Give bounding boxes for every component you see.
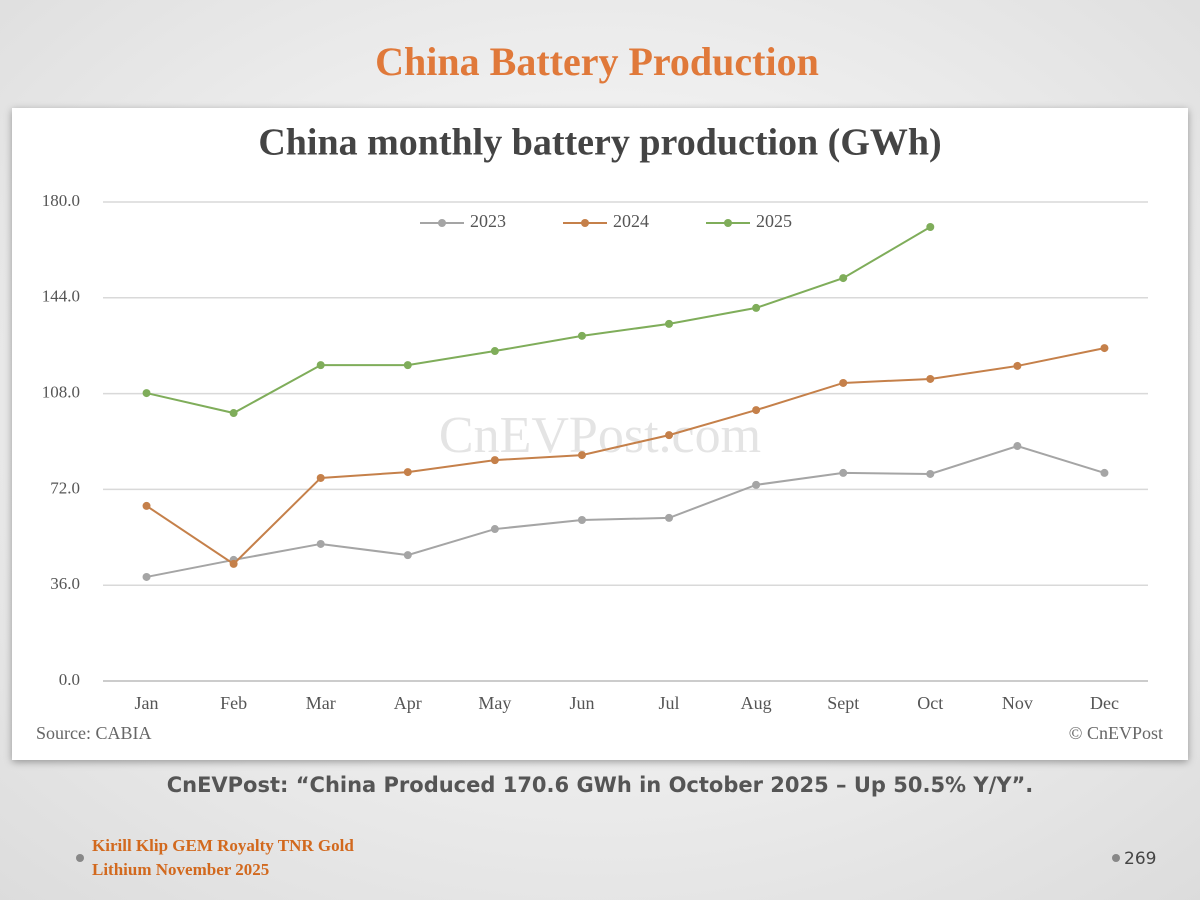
x-tick-label: Mar (306, 693, 336, 713)
data-point (403, 468, 412, 477)
y-tick-label: 108.0 (42, 383, 80, 402)
data-point (1100, 468, 1109, 477)
data-point (229, 559, 238, 568)
data-point (839, 468, 848, 477)
data-point (577, 451, 586, 460)
series-line (145, 347, 1105, 566)
data-point (142, 572, 151, 581)
y-tick-label: 36.0 (50, 574, 80, 593)
x-tick-label: Sept (827, 693, 859, 713)
data-point (490, 525, 499, 534)
series-line (146, 226, 931, 415)
legend-label: 2024 (613, 211, 649, 231)
x-tick-label: Apr (394, 693, 422, 713)
data-point (316, 361, 325, 370)
series-line (146, 444, 1105, 578)
data-point (926, 374, 935, 383)
legend-marker (581, 219, 589, 227)
data-point (577, 331, 586, 340)
data-point (839, 378, 848, 387)
data-point (926, 469, 935, 478)
chart-card (12, 108, 1188, 760)
watermark: CnEVPost.com (439, 407, 761, 464)
data-point (1013, 361, 1022, 370)
y-tick-label: 180.0 (42, 191, 80, 210)
data-point (490, 347, 499, 356)
data-point (665, 319, 674, 328)
legend-label: 2023 (470, 211, 506, 231)
source: Source: CABIA (36, 723, 152, 743)
data-point (316, 539, 325, 548)
y-tick-label: 72.0 (50, 478, 80, 497)
legend-marker (724, 219, 732, 227)
data-point (577, 516, 586, 525)
data-point (839, 274, 848, 283)
bullet (76, 854, 84, 862)
data-point (752, 480, 761, 489)
footer-line: Kirill Klip GEM Royalty TNR Gold (92, 836, 354, 855)
legend-marker (438, 219, 446, 227)
bullet (1112, 854, 1120, 862)
footer-line: Lithium November 2025 (92, 860, 269, 879)
page-number: 269 (1124, 849, 1156, 869)
legend-label: 2025 (756, 211, 792, 231)
x-tick-label: May (478, 693, 511, 713)
credit: © CnEVPost (1069, 723, 1163, 743)
caption: CnEVPost: “China Produced 170.6 GWh in O… (167, 773, 1034, 797)
data-point (752, 406, 761, 415)
x-tick-label: Jan (135, 693, 159, 713)
data-point (926, 223, 935, 232)
x-tick-label: Jun (569, 693, 594, 713)
data-point (1013, 442, 1022, 451)
data-point (403, 551, 412, 560)
data-point (665, 513, 674, 522)
data-point (229, 409, 238, 418)
y-tick-label: 144.0 (42, 287, 80, 306)
data-point (142, 501, 151, 510)
y-tick-label: 0.0 (59, 670, 80, 689)
chart-title: China monthly battery production (GWh) (258, 122, 941, 164)
x-tick-label: Feb (220, 693, 247, 713)
x-tick-label: Dec (1090, 693, 1119, 713)
x-tick-label: Oct (917, 693, 943, 713)
data-point (403, 361, 412, 370)
data-point (490, 456, 499, 465)
x-tick-label: Jul (659, 693, 680, 713)
data-point (752, 303, 761, 312)
data-point (142, 389, 151, 398)
data-point (665, 431, 674, 440)
data-point (1100, 344, 1109, 353)
x-tick-label: Nov (1002, 693, 1033, 713)
data-point (316, 473, 325, 482)
x-tick-label: Aug (741, 693, 772, 713)
slide-title: China Battery Production (375, 39, 819, 84)
